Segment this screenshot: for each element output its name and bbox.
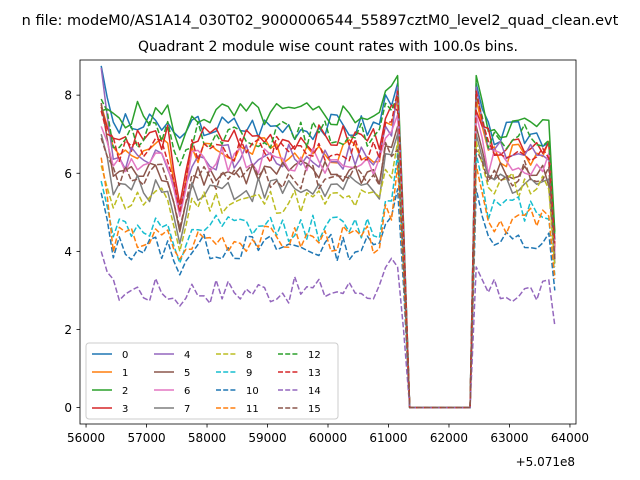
legend-label-3: 3 xyxy=(122,404,128,415)
x-tick-label-56000: 56000 xyxy=(67,431,105,445)
x-tick-label-63000: 63000 xyxy=(490,431,528,445)
series-line-13 xyxy=(100,90,556,409)
legend-label-13: 13 xyxy=(308,368,321,379)
legend-label-6: 6 xyxy=(184,386,190,397)
series-line-2 xyxy=(100,74,556,409)
plot-area xyxy=(100,65,556,409)
series-line-11 xyxy=(100,157,556,409)
series-line-7 xyxy=(100,133,556,409)
legend-label-12: 12 xyxy=(308,350,321,361)
x-tick-label-59000: 59000 xyxy=(248,431,286,445)
series-line-0 xyxy=(100,65,556,409)
series-line-9 xyxy=(100,152,556,409)
legend-label-7: 7 xyxy=(184,404,190,415)
y-tick-label-2: 2 xyxy=(64,323,72,337)
series-line-15 xyxy=(100,137,556,409)
legend-label-11: 11 xyxy=(246,404,259,415)
legend-label-5: 5 xyxy=(184,368,190,379)
y-tick-label-8: 8 xyxy=(64,89,72,103)
x-tick-label-57000: 57000 xyxy=(127,431,165,445)
x-tick-label-64000: 64000 xyxy=(551,431,589,445)
legend-label-2: 2 xyxy=(122,386,128,397)
y-tick-label-4: 4 xyxy=(64,245,72,259)
legend-label-0: 0 xyxy=(122,350,128,361)
series-line-12 xyxy=(100,94,556,409)
chart-title: Quadrant 2 module wise count rates with … xyxy=(138,39,518,55)
series-line-10 xyxy=(100,188,556,409)
legend-label-10: 10 xyxy=(246,386,259,397)
series-line-14 xyxy=(100,251,556,409)
y-tick-label-6: 6 xyxy=(64,167,72,181)
legend-label-9: 9 xyxy=(246,368,252,379)
legend-label-15: 15 xyxy=(308,404,321,415)
series-line-8 xyxy=(100,141,556,409)
axes: 56000 57000 58000 59000 60000 61000 62000 63000… xyxy=(64,59,589,445)
x-tick-label-61000: 61000 xyxy=(369,431,407,445)
legend-label-8: 8 xyxy=(246,350,252,361)
legend-label-14: 14 xyxy=(308,386,321,397)
x-axis-offset-label: +5.071e8 xyxy=(516,455,575,469)
x-tick-label-58000: 58000 xyxy=(188,431,226,445)
x-tick-label-62000: 62000 xyxy=(430,431,468,445)
series-line-6 xyxy=(100,113,556,409)
y-tick-label-0: 0 xyxy=(64,401,72,415)
legend-label-1: 1 xyxy=(122,368,128,379)
legend-label-4: 4 xyxy=(184,350,190,361)
legend-box xyxy=(85,342,339,420)
x-tick-label-60000: 60000 xyxy=(309,431,347,445)
figure-suptitle: n file: modeM0/AS1A14_030T02_9000006544_… xyxy=(22,13,619,29)
series-line-3 xyxy=(100,104,556,409)
